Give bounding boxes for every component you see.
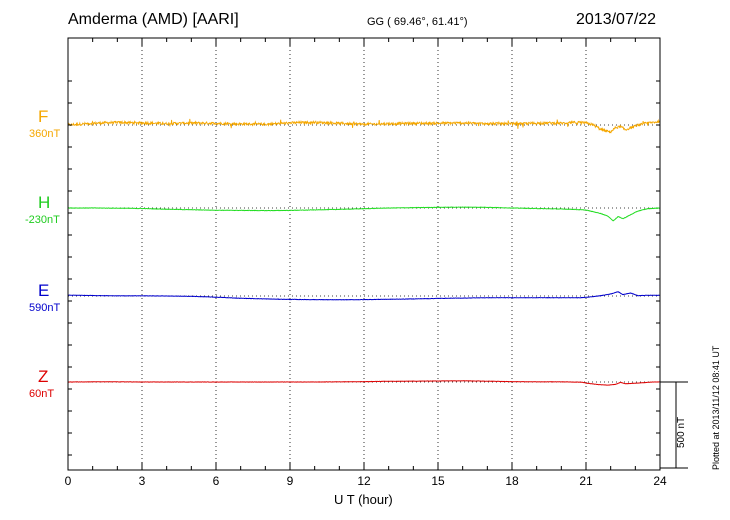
x-tick-label: 0 (64, 474, 72, 488)
trace-f (67, 118, 661, 134)
x-tick-label: 9 (286, 474, 294, 488)
baseline-label-h: -230nT (25, 214, 60, 226)
component-letter-h: H (38, 193, 51, 212)
tick-layer (67, 38, 661, 470)
coordinates-label: GG ( 69.46°, 61.41°) (367, 16, 468, 28)
grid-layer (68, 38, 660, 470)
trace-h (67, 206, 661, 222)
component-letter-f: F (38, 107, 49, 126)
component-letter-z: Z (38, 367, 49, 386)
baseline-label-f: 360nT (29, 128, 61, 140)
trace-z (68, 380, 661, 386)
trace-e (67, 291, 661, 301)
date-label: 2013/07/22 (576, 11, 657, 28)
x-axis-label: U T (hour) (334, 492, 393, 507)
station-title: Amderma (AMD) [AARI] (68, 11, 239, 28)
x-tick-label: 21 (579, 474, 593, 488)
component-letter-e: E (38, 281, 50, 300)
scale-bar (660, 381, 688, 469)
x-tick-label: 18 (505, 474, 519, 488)
x-tick-label: 6 (212, 474, 220, 488)
baseline-label-e: 590nT (29, 302, 61, 314)
plotted-timestamp: Plotted at 2013/11/12 08:41 UT (711, 345, 721, 470)
x-tick-label: 24 (653, 474, 667, 488)
scale-bar-label: 500 nT (676, 416, 687, 448)
x-tick-label: 12 (357, 474, 371, 488)
baseline-label-z: 60nT (29, 388, 55, 400)
x-tick-label: 15 (431, 474, 445, 488)
series-layer (67, 118, 661, 386)
x-tick-label: 3 (138, 474, 146, 488)
